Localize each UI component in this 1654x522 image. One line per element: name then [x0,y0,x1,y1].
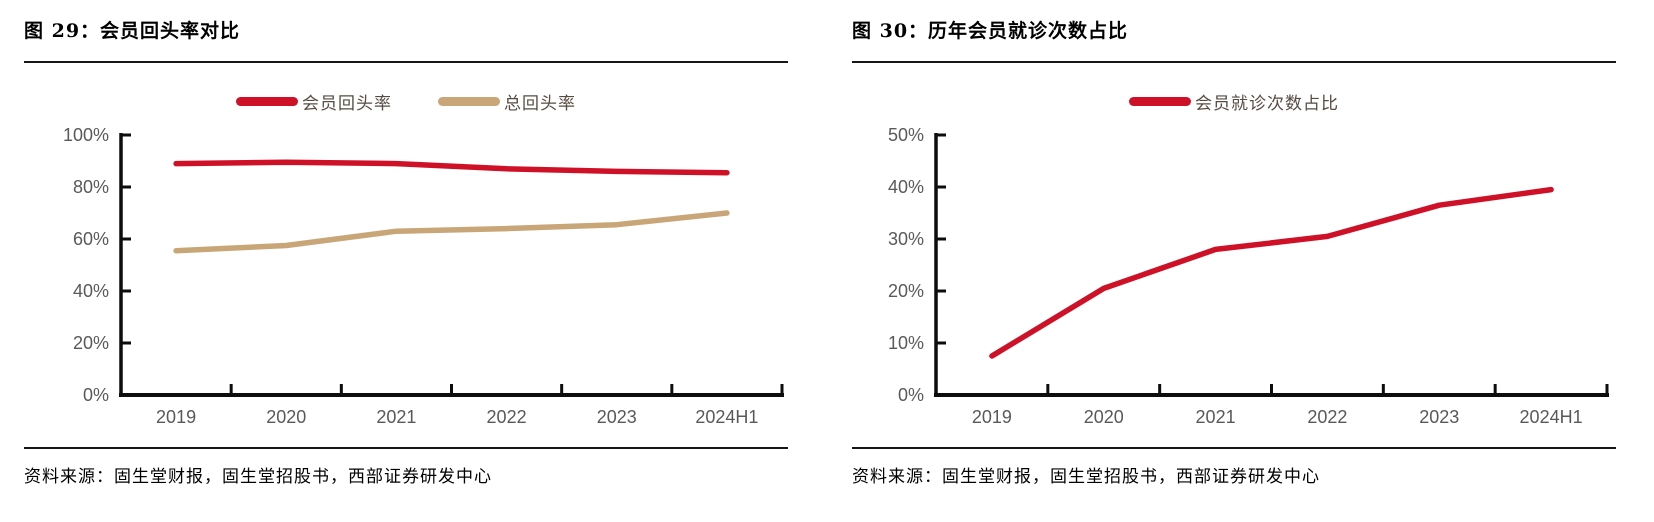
svg-text:2024H1: 2024H1 [695,407,758,427]
figure-29-source-row: 资料来源：固生堂财报，固生堂招股书，西部证券研发中心 [24,447,788,487]
svg-text:30%: 30% [888,229,924,249]
svg-text:0%: 0% [83,385,109,405]
figure-29-chart: 会员回头率 总回头率 0% 20% 40% 60% 80% 100% 2019 2020 202… [24,63,788,447]
legend-label-member-visit-share: 会员就诊次数占比 [1195,94,1339,114]
legend-marker-member-repeat-rate [236,97,298,106]
figure-30-legend: 会员就诊次数占比 [852,89,1616,114]
svg-text:2022: 2022 [487,407,527,427]
svg-text:2019: 2019 [156,407,196,427]
legend-item-member-visit-share: 会员就诊次数占比 [1129,89,1339,114]
legend-label-member-repeat-rate: 会员回头率 [302,94,392,114]
svg-text:100%: 100% [63,125,109,145]
figure-29-source: 资料来源：固生堂财报，固生堂招股书，西部证券研发中心 [24,467,492,487]
svg-text:40%: 40% [73,281,109,301]
legend-marker-member-visit-share [1129,97,1191,106]
figure-30-source-row: 资料来源：固生堂财报，固生堂招股书，西部证券研发中心 [852,447,1616,487]
svg-text:20%: 20% [888,281,924,301]
svg-text:2020: 2020 [266,407,306,427]
svg-text:50%: 50% [888,125,924,145]
legend-item-member-repeat-rate: 会员回头率 [236,89,392,114]
svg-text:2023: 2023 [597,407,637,427]
figure-29-legend: 会员回头率 总回头率 [24,89,788,114]
svg-text:2022: 2022 [1307,407,1347,427]
svg-text:2021: 2021 [376,407,416,427]
legend-label-total-repeat-rate: 总回头率 [504,94,576,114]
svg-text:80%: 80% [73,177,109,197]
svg-text:40%: 40% [888,177,924,197]
svg-text:2021: 2021 [1196,407,1236,427]
figure-30-line-plot: 0% 10% 20% 30% 40% 50% 2019 2020 2021 2022 2023 202… [888,125,1609,427]
figure-30-source: 资料来源：固生堂财报，固生堂招股书，西部证券研发中心 [852,467,1320,487]
figure-29-line-plot: 0% 20% 40% 60% 80% 100% 2019 2020 2021 2022 2023 20… [63,125,784,427]
figure-30-chart: 会员就诊次数占比 0% 10% 20% 30% 40% 50% 2019 2020 2021 20… [852,63,1616,447]
svg-text:60%: 60% [73,229,109,249]
figure-29-title: 图 29：会员回头率对比 [24,14,788,63]
svg-text:2023: 2023 [1419,407,1459,427]
svg-text:2020: 2020 [1084,407,1124,427]
figure-29-panel: 图 29：会员回头率对比 会员回头率 总回头率 0% 20% 40% 60% 80% 10… [24,14,788,510]
svg-text:10%: 10% [888,333,924,353]
legend-marker-total-repeat-rate [438,97,500,106]
svg-text:2019: 2019 [972,407,1012,427]
svg-text:2024H1: 2024H1 [1520,407,1583,427]
svg-text:20%: 20% [73,333,109,353]
figure-30-panel: 图 30：历年会员就诊次数占比 会员就诊次数占比 0% 10% 20% 30% 40% 5… [852,14,1616,510]
legend-item-total-repeat-rate: 总回头率 [438,89,576,114]
figure-30-title: 图 30：历年会员就诊次数占比 [852,14,1616,63]
svg-text:0%: 0% [898,385,924,405]
